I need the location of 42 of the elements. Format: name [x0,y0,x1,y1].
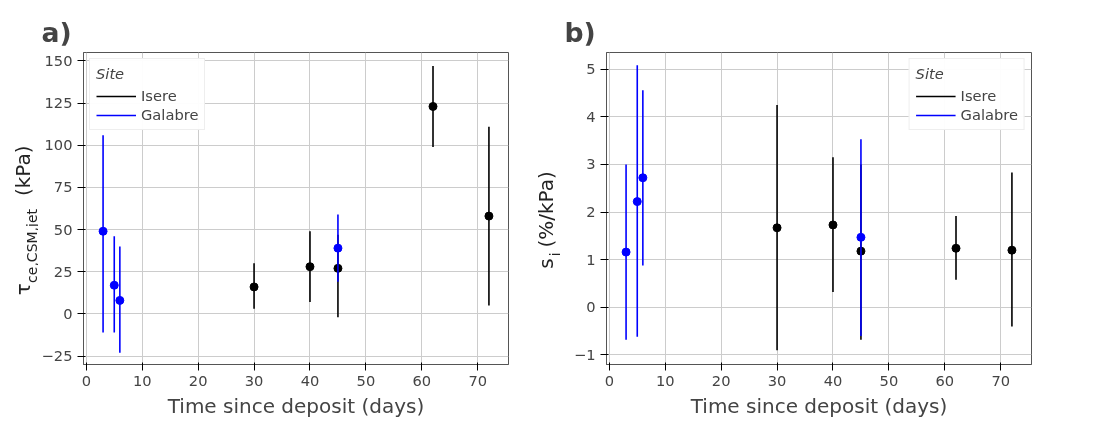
x-tick-label: 40 [300,371,320,389]
x-tick-label: 50 [879,371,899,389]
y-tick-label: 0 [63,304,73,322]
x-tick-label: 0 [81,371,91,389]
y-axis-title: si (%/kPa) [533,171,563,269]
x-tick-label: 10 [132,371,152,389]
y-tick-label: 1 [586,250,596,268]
y-tick-label: 5 [586,60,596,78]
x-tick-label: 10 [655,371,675,389]
legend-title: Site [96,65,126,82]
y-tick-label: 150 [44,51,73,69]
legend-title: Site [915,65,945,82]
y-tick-label: 75 [53,178,73,196]
x-axis-title: Time since deposit (days) [166,393,425,418]
y-tick-label: 25 [53,262,73,280]
x-tick-label: 70 [468,371,488,389]
x-axis-title: Time since deposit (days) [689,393,948,418]
y-tick-label: 100 [44,136,73,154]
y-tick-label: 0 [586,298,596,316]
x-tick-label: 0 [604,371,614,389]
x-tick-label: 40 [823,371,843,389]
chart-title: b) [564,16,596,48]
y-tick-label: 3 [586,155,596,173]
y-tick-label: 4 [586,107,596,125]
legend-label: Isere [141,87,177,104]
y-tick-label: −25 [41,347,73,365]
legend-label: Galabre [960,106,1018,123]
x-tick-label: 30 [244,371,264,389]
x-tick-label: 20 [188,371,208,389]
chart-title: a) [41,16,72,48]
x-tick-label: 60 [412,371,432,389]
legend-label: Galabre [141,106,199,123]
y-tick-label: 125 [44,94,73,112]
x-tick-label: 30 [767,371,787,389]
y-tick-label: 50 [53,220,73,238]
y-tick-label: 2 [586,203,596,221]
x-tick-label: 60 [935,371,955,389]
y-tick-label: −1 [573,345,596,363]
x-tick-label: 70 [991,371,1011,389]
x-tick-label: 50 [356,371,376,389]
legend-label: Isere [960,87,997,104]
x-tick-label: 20 [711,371,731,389]
